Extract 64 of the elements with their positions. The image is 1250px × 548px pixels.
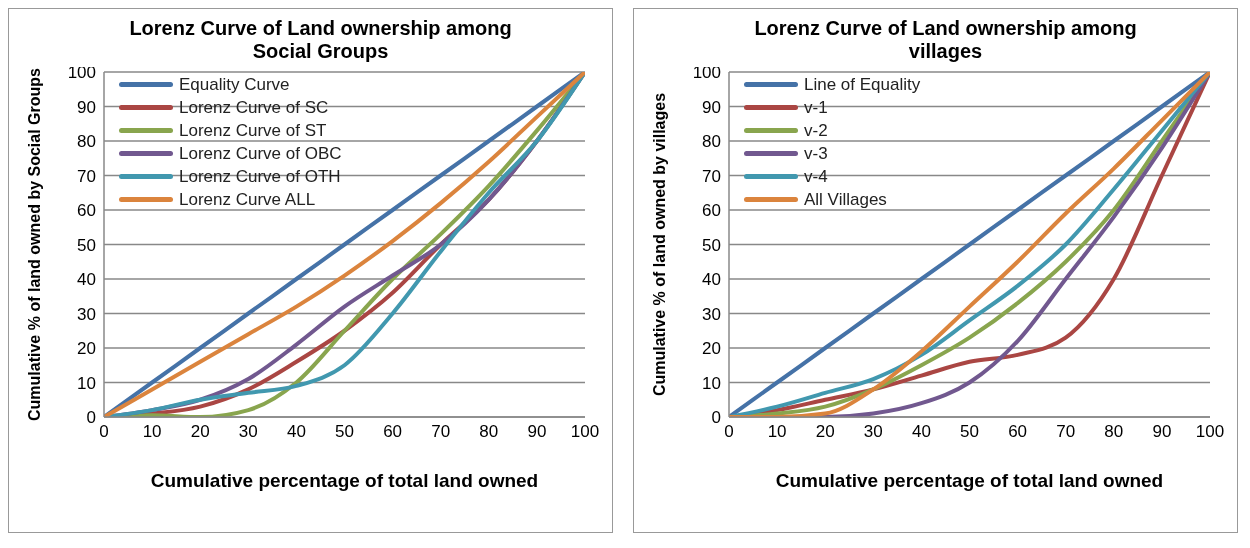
legend-label: All Villages <box>804 189 887 211</box>
y-tick-label: 80 <box>77 132 96 152</box>
x-tick-label: 30 <box>238 422 258 442</box>
y-tick-label: 30 <box>702 304 721 324</box>
y-tick-label: 50 <box>702 235 721 255</box>
y-tick-label: 80 <box>702 132 721 152</box>
line-series <box>729 72 1210 417</box>
x-tick-label: 10 <box>142 422 162 442</box>
y-axis-title: Cumulative % of land owned by Social Groups <box>25 67 43 421</box>
x-axis-title: Cumulative percentage of total land owned <box>150 470 539 491</box>
line-series <box>104 72 585 417</box>
legend-label: v-1 <box>804 97 828 119</box>
x-tick-label: 50 <box>960 422 979 442</box>
legend-label: Lorenz Curve of OBC <box>179 143 342 165</box>
legend-label: v-4 <box>804 166 828 188</box>
y-tick-label: 10 <box>702 373 721 393</box>
y-tick-label: 10 <box>77 373 96 393</box>
y-tick-label: 20 <box>702 339 721 359</box>
legend-label: Lorenz Curve of OTH <box>179 166 341 188</box>
x-tick-label: 60 <box>1008 422 1028 442</box>
x-tick-label: 100 <box>1195 422 1225 442</box>
y-tick-label: 60 <box>77 201 96 221</box>
x-tick-label: 0 <box>724 422 734 442</box>
legend-label: Line of Equality <box>804 74 921 96</box>
y-tick-label: 60 <box>702 201 721 221</box>
legend-label: Equality Curve <box>179 74 290 96</box>
y-tick-label: 40 <box>702 270 721 290</box>
y-tick-label: 70 <box>702 166 721 186</box>
legend-label: Lorenz Curve of ST <box>179 120 327 142</box>
y-tick-label: 100 <box>67 63 96 83</box>
x-tick-label: 50 <box>335 422 354 442</box>
x-tick-label: 100 <box>570 422 600 442</box>
y-tick-label: 40 <box>77 270 96 290</box>
x-tick-label: 30 <box>863 422 883 442</box>
legend-label: v-2 <box>804 120 828 142</box>
legend-label: Lorenz Curve ALL <box>179 189 316 211</box>
x-tick-label: 10 <box>767 422 787 442</box>
y-tick-label: 20 <box>77 339 96 359</box>
x-tick-label: 60 <box>383 422 403 442</box>
x-tick-label: 40 <box>911 422 931 442</box>
y-tick-label: 0 <box>86 408 96 428</box>
chart-title: Lorenz Curve of Land ownership among villages <box>754 17 1137 62</box>
y-tick-label: 90 <box>702 97 721 117</box>
chart-title: Lorenz Curve of Land ownership among Social Groups <box>129 17 512 62</box>
legend-label: v-3 <box>804 143 828 165</box>
x-tick-label: 70 <box>1056 422 1076 442</box>
x-tick-label: 90 <box>527 422 547 442</box>
y-tick-label: 50 <box>77 235 96 255</box>
y-tick-label: 0 <box>711 408 721 428</box>
y-tick-label: 100 <box>692 63 721 83</box>
y-tick-label: 90 <box>77 97 96 117</box>
legend-label: Lorenz Curve of SC <box>179 97 329 119</box>
y-tick-label: 30 <box>77 304 96 324</box>
x-tick-label: 40 <box>286 422 306 442</box>
x-tick-label: 20 <box>190 422 210 442</box>
x-tick-label: 80 <box>479 422 499 442</box>
y-axis-title: Cumulative % of land owned by villages <box>650 92 668 397</box>
y-tick-label: 70 <box>77 166 96 186</box>
x-axis-title: Cumulative percentage of total land owned <box>775 470 1164 491</box>
x-tick-label: 70 <box>431 422 451 442</box>
x-tick-label: 90 <box>1152 422 1172 442</box>
x-tick-label: 0 <box>99 422 109 442</box>
x-tick-label: 80 <box>1104 422 1124 442</box>
x-tick-label: 20 <box>815 422 835 442</box>
